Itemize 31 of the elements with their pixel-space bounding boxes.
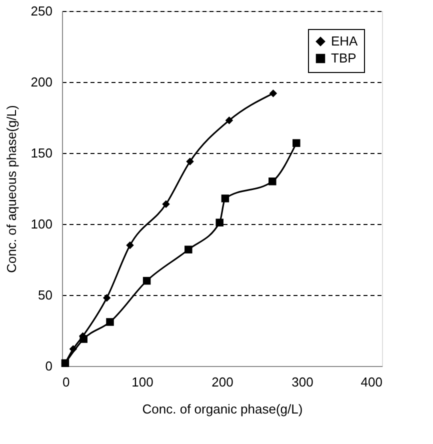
x-tick-label: 0 [62,374,70,390]
point [102,294,111,302]
y-tick-label: 50 [38,288,52,302]
point [221,194,230,202]
x-tick-label: 400 [360,374,382,390]
point [268,178,276,186]
point [184,246,192,254]
point [126,241,134,250]
y-axis-title: Conc. of aqueous phase(g/L) [4,105,19,273]
y-tick-label: 100 [30,216,52,232]
y-tick-label: 0 [45,358,52,374]
point [61,359,70,368]
y-tick-label: 150 [30,146,52,160]
x-tick-label: 200 [212,374,234,390]
y-tick-label: 200 [30,74,52,90]
point [225,116,234,124]
point [292,139,300,147]
point [106,318,114,326]
point [80,335,88,343]
y-tick-label: 250 [30,4,52,18]
point [216,218,224,226]
x-axis-title: Conc. of organic phase(g/L) [142,402,303,416]
point [186,158,194,166]
point [162,200,170,208]
point [142,276,151,285]
x-tick-label: 300 [292,374,314,390]
legend-label: TBP [331,50,356,66]
legend-label: EHA [331,34,358,48]
point [269,89,278,98]
x-tick-label: 100 [132,374,154,390]
point [69,345,78,353]
